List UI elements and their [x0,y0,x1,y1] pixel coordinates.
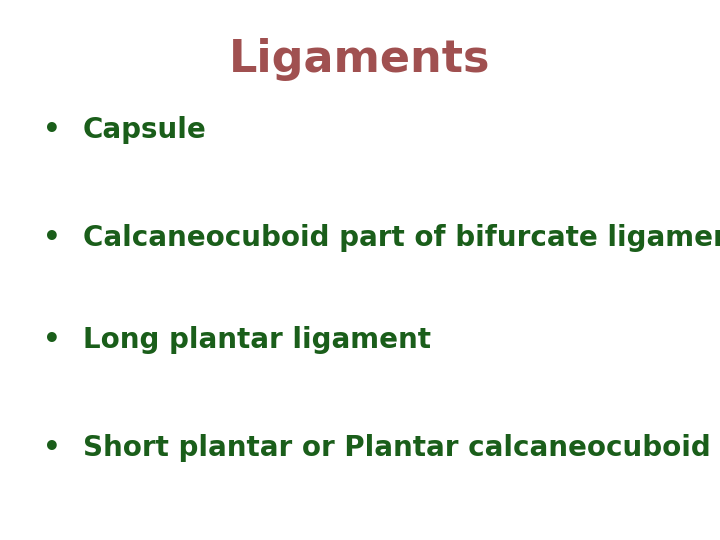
Text: •: • [43,326,61,354]
Text: Short plantar or Plantar calcaneocuboid ligament: Short plantar or Plantar calcaneocuboid … [83,434,720,462]
Text: •: • [43,434,61,462]
Text: •: • [43,224,61,252]
Text: •: • [43,116,61,144]
Text: Ligaments: Ligaments [229,38,491,81]
Text: Calcaneocuboid part of bifurcate ligament: Calcaneocuboid part of bifurcate ligamen… [83,224,720,252]
Text: Capsule: Capsule [83,116,207,144]
Text: Long plantar ligament: Long plantar ligament [83,326,431,354]
